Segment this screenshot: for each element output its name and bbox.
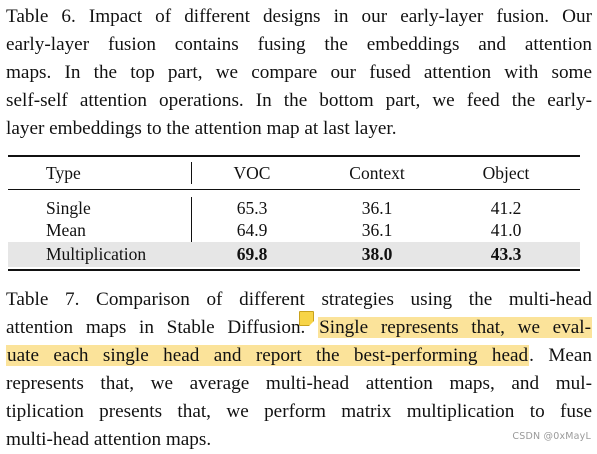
caption-line: layer embeddings to the attention map at…	[6, 118, 397, 139]
cell-context: 38.0	[361, 244, 393, 264]
cell-context: 36.1	[361, 220, 393, 240]
cell-voc: 64.9	[236, 220, 268, 240]
caption-line: Table 7. Comparison of different strateg…	[6, 289, 592, 310]
watermark: CSDN @0xMayL	[512, 431, 591, 442]
header-type: Type	[46, 163, 81, 183]
caption-line: attention maps in Stable Diffusion. Sing…	[6, 314, 593, 342]
table7-caption: Table 7. Comparison of different strateg…	[6, 286, 593, 454]
caption-line: early-layer fusion contains fusing the e…	[6, 34, 592, 55]
column-separator	[191, 162, 192, 184]
table6-caption: Table 6. Impact of different designs in …	[6, 3, 592, 143]
caption-text: attention maps in Stable Diffusion.	[6, 317, 306, 338]
caption-line: represents that, we average multi-head a…	[6, 373, 592, 394]
cell-voc: 69.8	[236, 244, 268, 264]
caption-line: self-self attention operations. In the b…	[6, 90, 592, 111]
highlighted-text[interactable]: Single represents that, we eval-	[318, 317, 593, 338]
table-top-rule	[8, 155, 580, 157]
cell-type: Multiplication	[46, 244, 147, 264]
header-context: Context	[349, 163, 405, 183]
cell-object: 41.0	[490, 220, 522, 240]
cell-object: 41.2	[490, 198, 522, 218]
cell-voc: 65.3	[236, 198, 268, 218]
caption-line: Table 6. Impact of different designs in …	[6, 6, 592, 27]
highlighted-text[interactable]: uate each single head and report the bes…	[6, 345, 530, 366]
sticky-note-icon[interactable]	[299, 311, 314, 326]
cell-object: 43.3	[490, 244, 522, 264]
highlighted-row-background	[8, 242, 580, 267]
caption-line: tiplication presents that, we perform ma…	[6, 401, 592, 422]
header-voc: VOC	[233, 163, 271, 183]
cell-context: 36.1	[361, 198, 393, 218]
caption-line: maps. In the top part, we compare our fu…	[6, 62, 592, 83]
caption-text: . Mean	[529, 345, 593, 366]
column-separator	[191, 197, 192, 266]
caption-line: multi-head attention maps.	[6, 429, 212, 450]
cell-type: Single	[46, 198, 91, 218]
table-header-rule	[8, 189, 580, 190]
header-object: Object	[482, 163, 530, 183]
cell-type: Mean	[46, 220, 86, 240]
caption-line: uate each single head and report the bes…	[6, 342, 592, 370]
table-bottom-rule	[8, 269, 580, 271]
